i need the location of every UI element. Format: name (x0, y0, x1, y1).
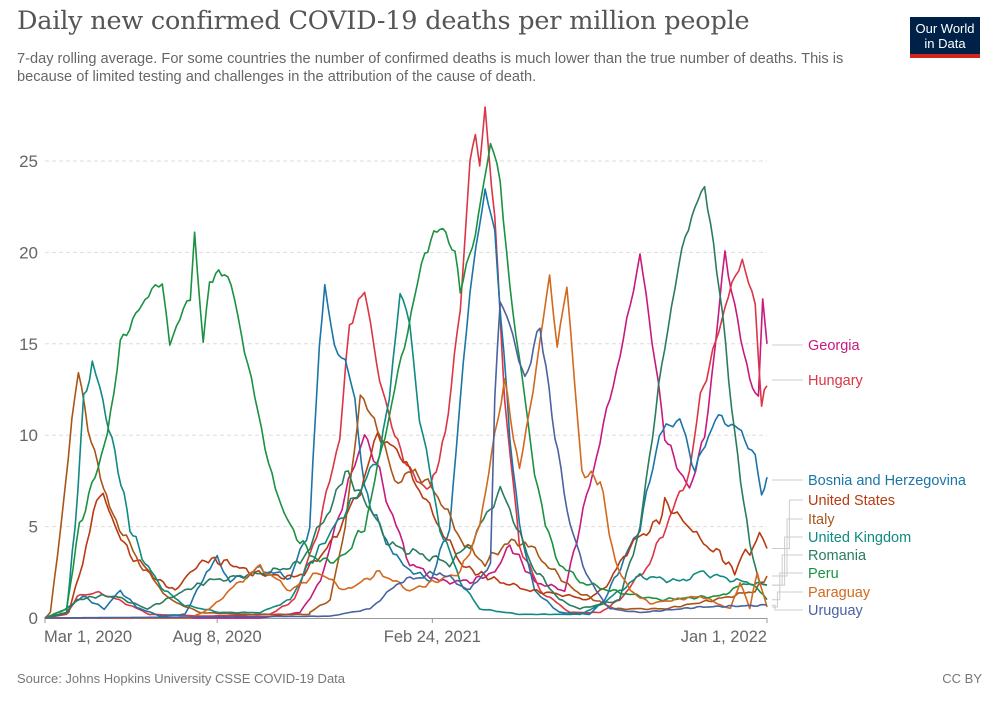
logo-line-2: in Data (924, 36, 966, 51)
logo-line-1: Our World (915, 21, 975, 36)
series-line-hungary[interactable] (44, 106, 768, 619)
series-line-italy[interactable] (44, 371, 768, 619)
series-line-bosnia-and-herzegovina[interactable] (44, 188, 768, 619)
series-line-united-kingdom[interactable] (44, 292, 768, 619)
license-link[interactable]: CC BY (942, 671, 982, 686)
legend-connector (772, 604, 803, 611)
series-line-uruguay[interactable] (45, 301, 768, 619)
legend-label-uruguay[interactable]: Uruguay (808, 603, 864, 619)
source-note[interactable]: Source: Johns Hopkins University CSSE CO… (17, 671, 346, 686)
y-tick-label: 15 (19, 335, 38, 354)
chart-title: Daily new confirmed COVID-19 deaths per … (17, 6, 750, 36)
legend-connector (772, 499, 803, 549)
legend-label-paraguay[interactable]: Paraguay (808, 585, 871, 601)
y-tick-label: 25 (19, 152, 38, 171)
legend-label-united-kingdom[interactable]: United Kingdom (808, 530, 911, 546)
series-line-georgia[interactable] (45, 250, 768, 619)
legend-label-bosnia-and-herzegovina[interactable]: Bosnia and Herzegovina (808, 473, 967, 489)
y-tick-label: 10 (19, 426, 38, 445)
x-tick-label: Aug 8, 2020 (173, 628, 262, 646)
legend-label-romania[interactable]: Romania (808, 548, 867, 564)
owid-logo[interactable]: Our World in Data (910, 17, 980, 58)
y-axis: 0 5 10 15 20 25 (19, 152, 38, 628)
y-tick-label: 5 (29, 518, 38, 537)
legend-label-italy[interactable]: Italy (808, 512, 835, 528)
legend-label-peru[interactable]: Peru (808, 566, 839, 582)
series-line-peru[interactable] (44, 142, 768, 619)
y-tick-label: 20 (19, 243, 38, 262)
legend-connector (772, 518, 803, 577)
x-axis: Mar 1, 2020 Aug 8, 2020 Feb 24, 2021 Jan 1,… (44, 618, 768, 646)
legend-connector (772, 572, 803, 601)
chart-subtitle: 7-day rolling average. For some countrie… (17, 51, 844, 85)
series-lines (44, 106, 768, 619)
x-tick-label: Feb 24, 2021 (384, 628, 481, 646)
series-line-united-states[interactable] (44, 432, 768, 619)
y-tick-label: 0 (29, 609, 38, 628)
legend: Georgia Hungary Bosnia and Herzegovina Unit… (772, 338, 967, 619)
legend-label-hungary[interactable]: Hungary (808, 373, 864, 389)
x-tick-label: Mar 1, 2020 (44, 628, 132, 646)
legend-label-united-states[interactable]: United States (808, 493, 895, 509)
legend-connector (772, 554, 803, 586)
x-tick-label: Jan 1, 2022 (681, 628, 767, 646)
legend-label-georgia[interactable]: Georgia (808, 338, 861, 354)
series-line-romania[interactable] (44, 185, 768, 619)
